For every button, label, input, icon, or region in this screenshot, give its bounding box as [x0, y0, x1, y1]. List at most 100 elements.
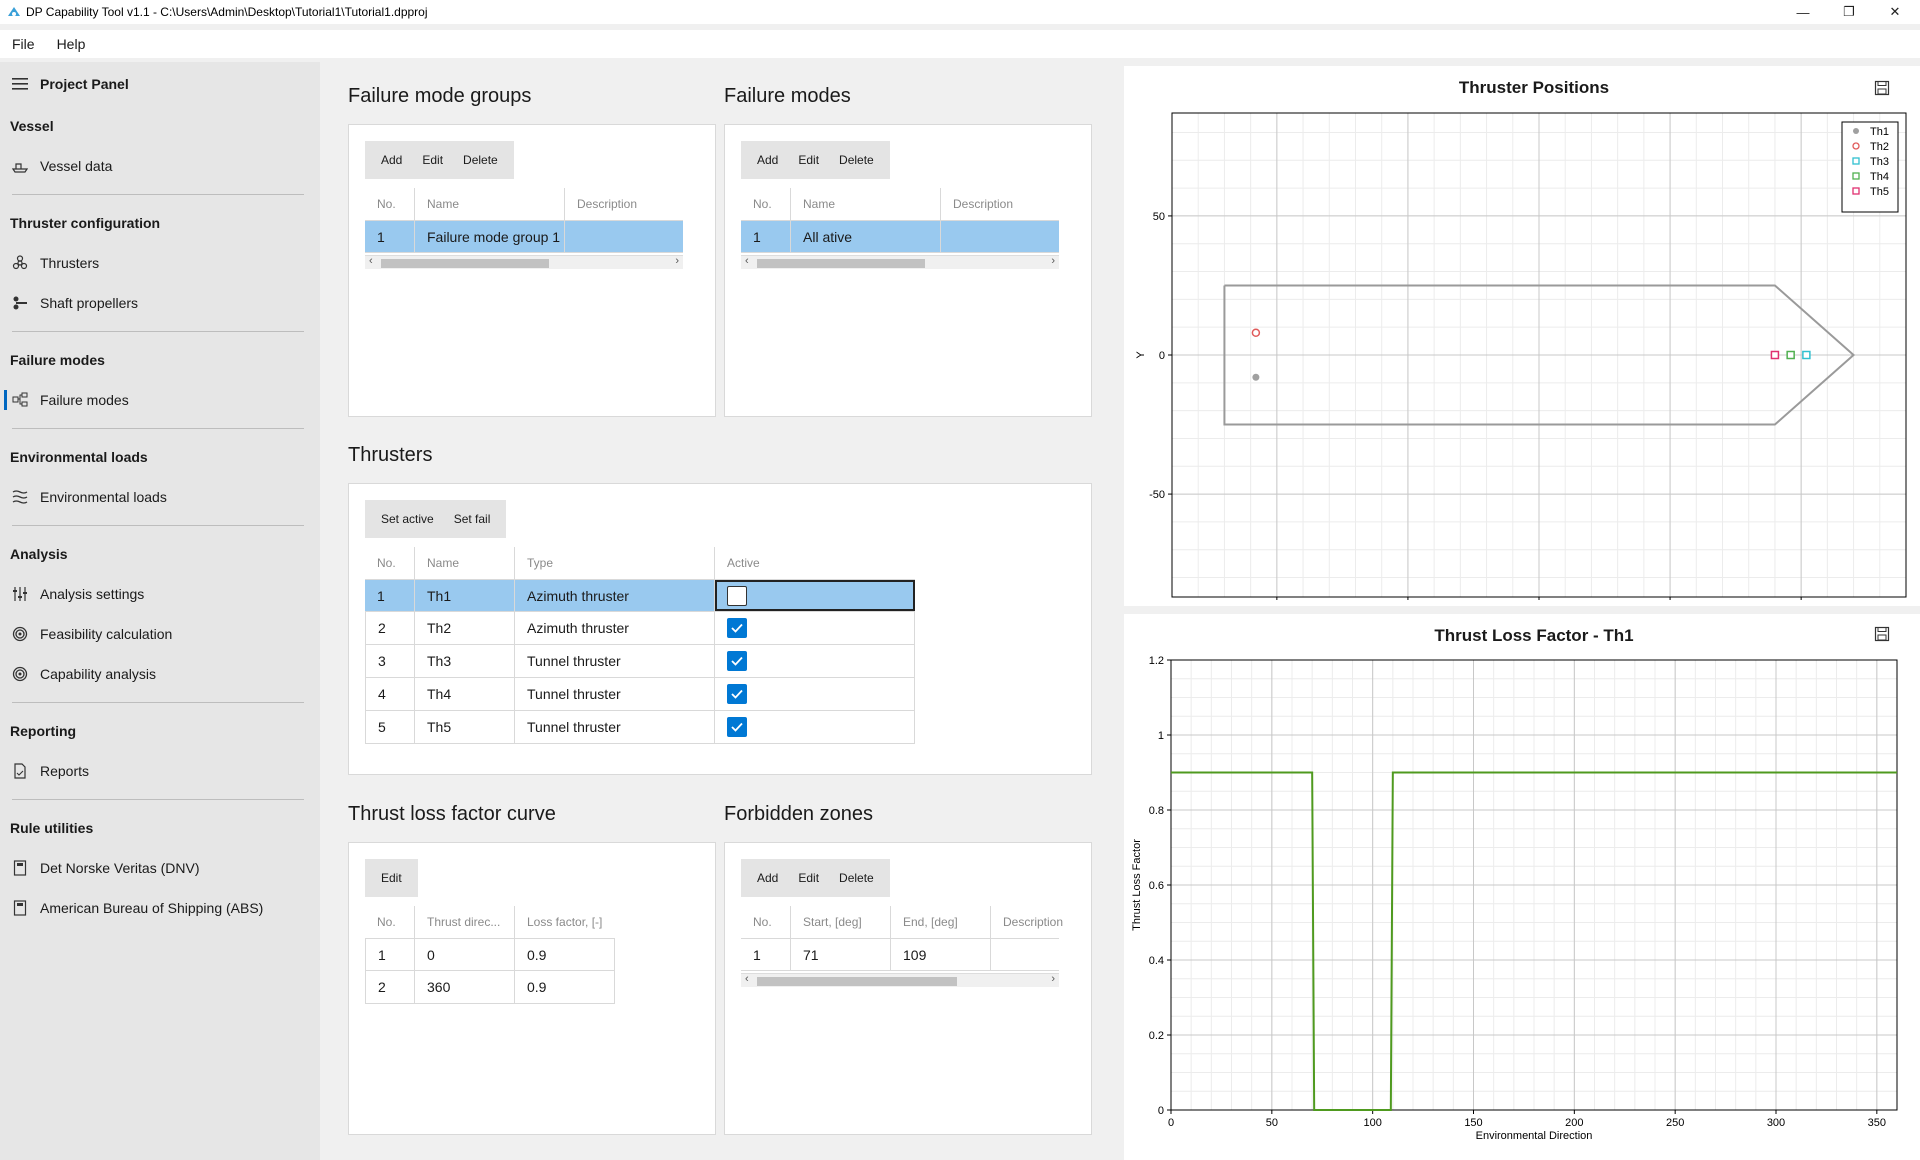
thruster-marker-th2	[1251, 328, 1261, 337]
scroll-right-icon[interactable]: ›	[1051, 255, 1055, 267]
minimize-button[interactable]: —	[1780, 0, 1826, 24]
section-reporting: Reporting	[10, 723, 77, 739]
divider	[12, 428, 304, 429]
menu-file[interactable]: File	[12, 36, 35, 52]
sidebar-item-failure-modes[interactable]: Failure modes	[0, 380, 320, 420]
sidebar-item-abs[interactable]: American Bureau of Shipping (ABS)	[0, 888, 320, 928]
column-header-no[interactable]: No.	[741, 188, 791, 220]
column-header-description[interactable]: Description	[577, 197, 638, 211]
x-tick-label: 350	[1868, 1117, 1886, 1129]
sidebar-item-environmental-loads[interactable]: Environmental loads	[0, 477, 320, 517]
column-header-name[interactable]: Name	[415, 188, 565, 220]
minimize-icon: —	[1796, 4, 1810, 20]
edit-button[interactable]: Edit	[798, 153, 820, 167]
table-row[interactable]: 1 Failure mode group 1	[365, 220, 683, 253]
scroll-right-icon[interactable]: ›	[675, 255, 679, 267]
column-header-name[interactable]: Name	[791, 188, 941, 220]
edit-button[interactable]: Edit	[381, 871, 402, 885]
column-header-type[interactable]: Type	[515, 547, 715, 579]
menu-help[interactable]: Help	[56, 36, 86, 52]
delete-button[interactable]: Delete	[839, 871, 874, 885]
section-rule-utilities: Rule utilities	[10, 820, 94, 836]
save-icon[interactable]	[1874, 80, 1890, 96]
column-header-no[interactable]: No.	[365, 906, 415, 938]
column-header-name[interactable]: Name	[415, 547, 515, 579]
table-row[interactable]: 1 Th1 Azimuth thruster	[365, 579, 915, 612]
horizontal-scrollbar[interactable]: ‹ ›	[741, 255, 1059, 269]
table-row[interactable]: 2 Th2 Azimuth thruster	[365, 612, 915, 645]
column-header-no[interactable]: No.	[365, 188, 415, 220]
table-row[interactable]: 1 71 109	[741, 938, 1059, 971]
cell-active[interactable]	[715, 580, 915, 611]
horizontal-scrollbar[interactable]: ‹ ›	[365, 255, 683, 269]
fan-icon	[12, 255, 28, 271]
edit-button[interactable]: Edit	[422, 153, 444, 167]
table-row[interactable]: 2 360 0.9	[365, 971, 615, 1004]
column-header-direction[interactable]: Thrust direc...	[415, 906, 515, 938]
thrust-loss-curve-card	[348, 842, 716, 1135]
y-tick-label: 50	[1153, 211, 1165, 223]
active-checkbox[interactable]	[727, 585, 747, 606]
scroll-left-icon[interactable]: ‹	[745, 973, 749, 985]
sidebar-item-vessel-data[interactable]: Vessel data	[0, 146, 320, 186]
legend-marker	[1852, 187, 1860, 195]
project-panel-header[interactable]: Project Panel	[0, 62, 320, 106]
sidebar-item-reports[interactable]: Reports	[0, 751, 320, 791]
table-row[interactable]: 1 0 0.9	[365, 938, 615, 971]
add-button[interactable]: Add	[757, 153, 779, 167]
edit-button[interactable]: Edit	[798, 871, 820, 885]
add-button[interactable]: Add	[757, 871, 779, 885]
scrollbar-thumb[interactable]	[381, 259, 549, 268]
save-icon[interactable]	[1874, 626, 1890, 642]
cell-type: Azimuth thruster	[515, 580, 715, 611]
cell-active[interactable]	[715, 678, 915, 710]
column-header-start[interactable]: Start, [deg]	[791, 906, 891, 938]
scrollbar-thumb[interactable]	[757, 259, 925, 268]
column-header-description[interactable]: Description	[1003, 915, 1064, 929]
cell-type: Azimuth thruster	[515, 612, 715, 644]
table-row[interactable]: 1 All ative	[741, 220, 1059, 253]
column-header-no[interactable]: No.	[365, 547, 415, 579]
sidebar-item-feasibility-calculation[interactable]: Feasibility calculation	[0, 614, 320, 654]
close-button[interactable]: ✕	[1872, 0, 1918, 24]
column-header-active[interactable]: Active	[727, 556, 760, 570]
scroll-right-icon[interactable]: ›	[1051, 973, 1055, 985]
set-fail-button[interactable]: Set fail	[453, 512, 491, 526]
legend-marker	[1852, 157, 1860, 165]
sidebar-item-shaft-propellers[interactable]: Shaft propellers	[0, 283, 320, 323]
scrollbar-thumb[interactable]	[757, 977, 957, 986]
section-vessel: Vessel	[10, 118, 54, 134]
delete-button[interactable]: Delete	[463, 153, 498, 167]
active-checkbox[interactable]	[727, 618, 747, 638]
set-active-button[interactable]: Set active	[381, 512, 434, 526]
hull-outline	[1223, 284, 1856, 426]
delete-button[interactable]: Delete	[839, 153, 874, 167]
table-row[interactable]: 4 Th4 Tunnel thruster	[365, 678, 915, 711]
cell-name: All ative	[791, 221, 941, 252]
active-checkbox[interactable]	[727, 684, 747, 704]
column-header-loss[interactable]: Loss factor, [-]	[527, 915, 603, 929]
cell-active[interactable]	[715, 711, 915, 743]
active-checkbox[interactable]	[727, 717, 747, 737]
column-header-description[interactable]: Description	[953, 197, 1014, 211]
project-panel-title: Project Panel	[40, 76, 129, 92]
menu-bar: File Help	[0, 30, 1920, 58]
table-row[interactable]: 3 Th3 Tunnel thruster	[365, 645, 915, 678]
table-row[interactable]: 5 Th5 Tunnel thruster	[365, 711, 915, 744]
sidebar-item-analysis-settings[interactable]: Analysis settings	[0, 574, 320, 614]
active-checkbox[interactable]	[727, 651, 747, 671]
sidebar-item-dnv[interactable]: Det Norske Veritas (DNV)	[0, 848, 320, 888]
sidebar-item-capability-analysis[interactable]: Capability analysis	[0, 654, 320, 694]
cell-active[interactable]	[715, 612, 915, 644]
horizontal-scrollbar[interactable]: ‹ ›	[741, 973, 1059, 987]
sidebar-item-thrusters[interactable]: Thrusters	[0, 243, 320, 283]
scroll-left-icon[interactable]: ‹	[369, 255, 373, 267]
y-axis-label: Thrust Loss Factor	[1131, 839, 1143, 931]
column-header-end[interactable]: End, [deg]	[891, 906, 991, 938]
add-button[interactable]: Add	[381, 153, 403, 167]
y-tick-label: 0	[1159, 350, 1165, 362]
restore-button[interactable]: ❐	[1826, 0, 1872, 24]
column-header-no[interactable]: No.	[741, 906, 791, 938]
scroll-left-icon[interactable]: ‹	[745, 255, 749, 267]
cell-active[interactable]	[715, 645, 915, 677]
